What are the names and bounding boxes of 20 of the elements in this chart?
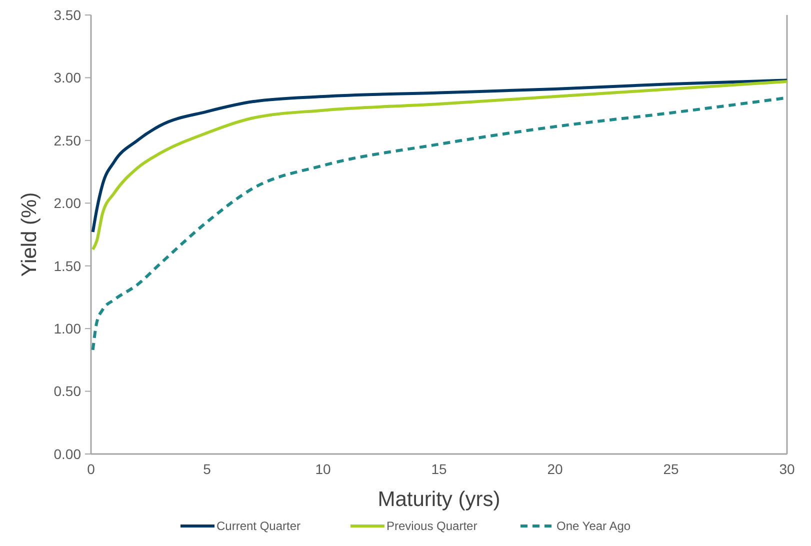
y-tick-label: 0.00 (54, 446, 82, 462)
legend-label: Previous Quarter (386, 519, 478, 534)
x-tick-label: 20 (547, 461, 563, 477)
x-tick-label: 5 (203, 461, 212, 477)
x-tick-label: 30 (779, 461, 795, 477)
y-tick-label: 2.50 (54, 132, 82, 148)
y-tick-label: 3.50 (54, 6, 82, 23)
y-axis-title: Yield (%) (18, 192, 41, 277)
legend-label: One Year Ago (556, 519, 631, 534)
x-tick-label: 25 (663, 461, 679, 477)
x-tick-label: 0 (87, 461, 96, 477)
y-tick-label: 2.00 (54, 195, 82, 212)
x-tick-label: 10 (315, 461, 331, 477)
legend-label: Current Quarter (216, 519, 301, 534)
x-axis-title: Maturity (yrs) (378, 488, 500, 511)
x-tick-label: 15 (431, 461, 447, 477)
y-tick-label: 1.50 (54, 258, 82, 274)
y-tick-label: 3.00 (54, 70, 82, 86)
y-tick-label: 0.50 (54, 383, 82, 400)
y-tick-label: 1.00 (54, 320, 82, 336)
